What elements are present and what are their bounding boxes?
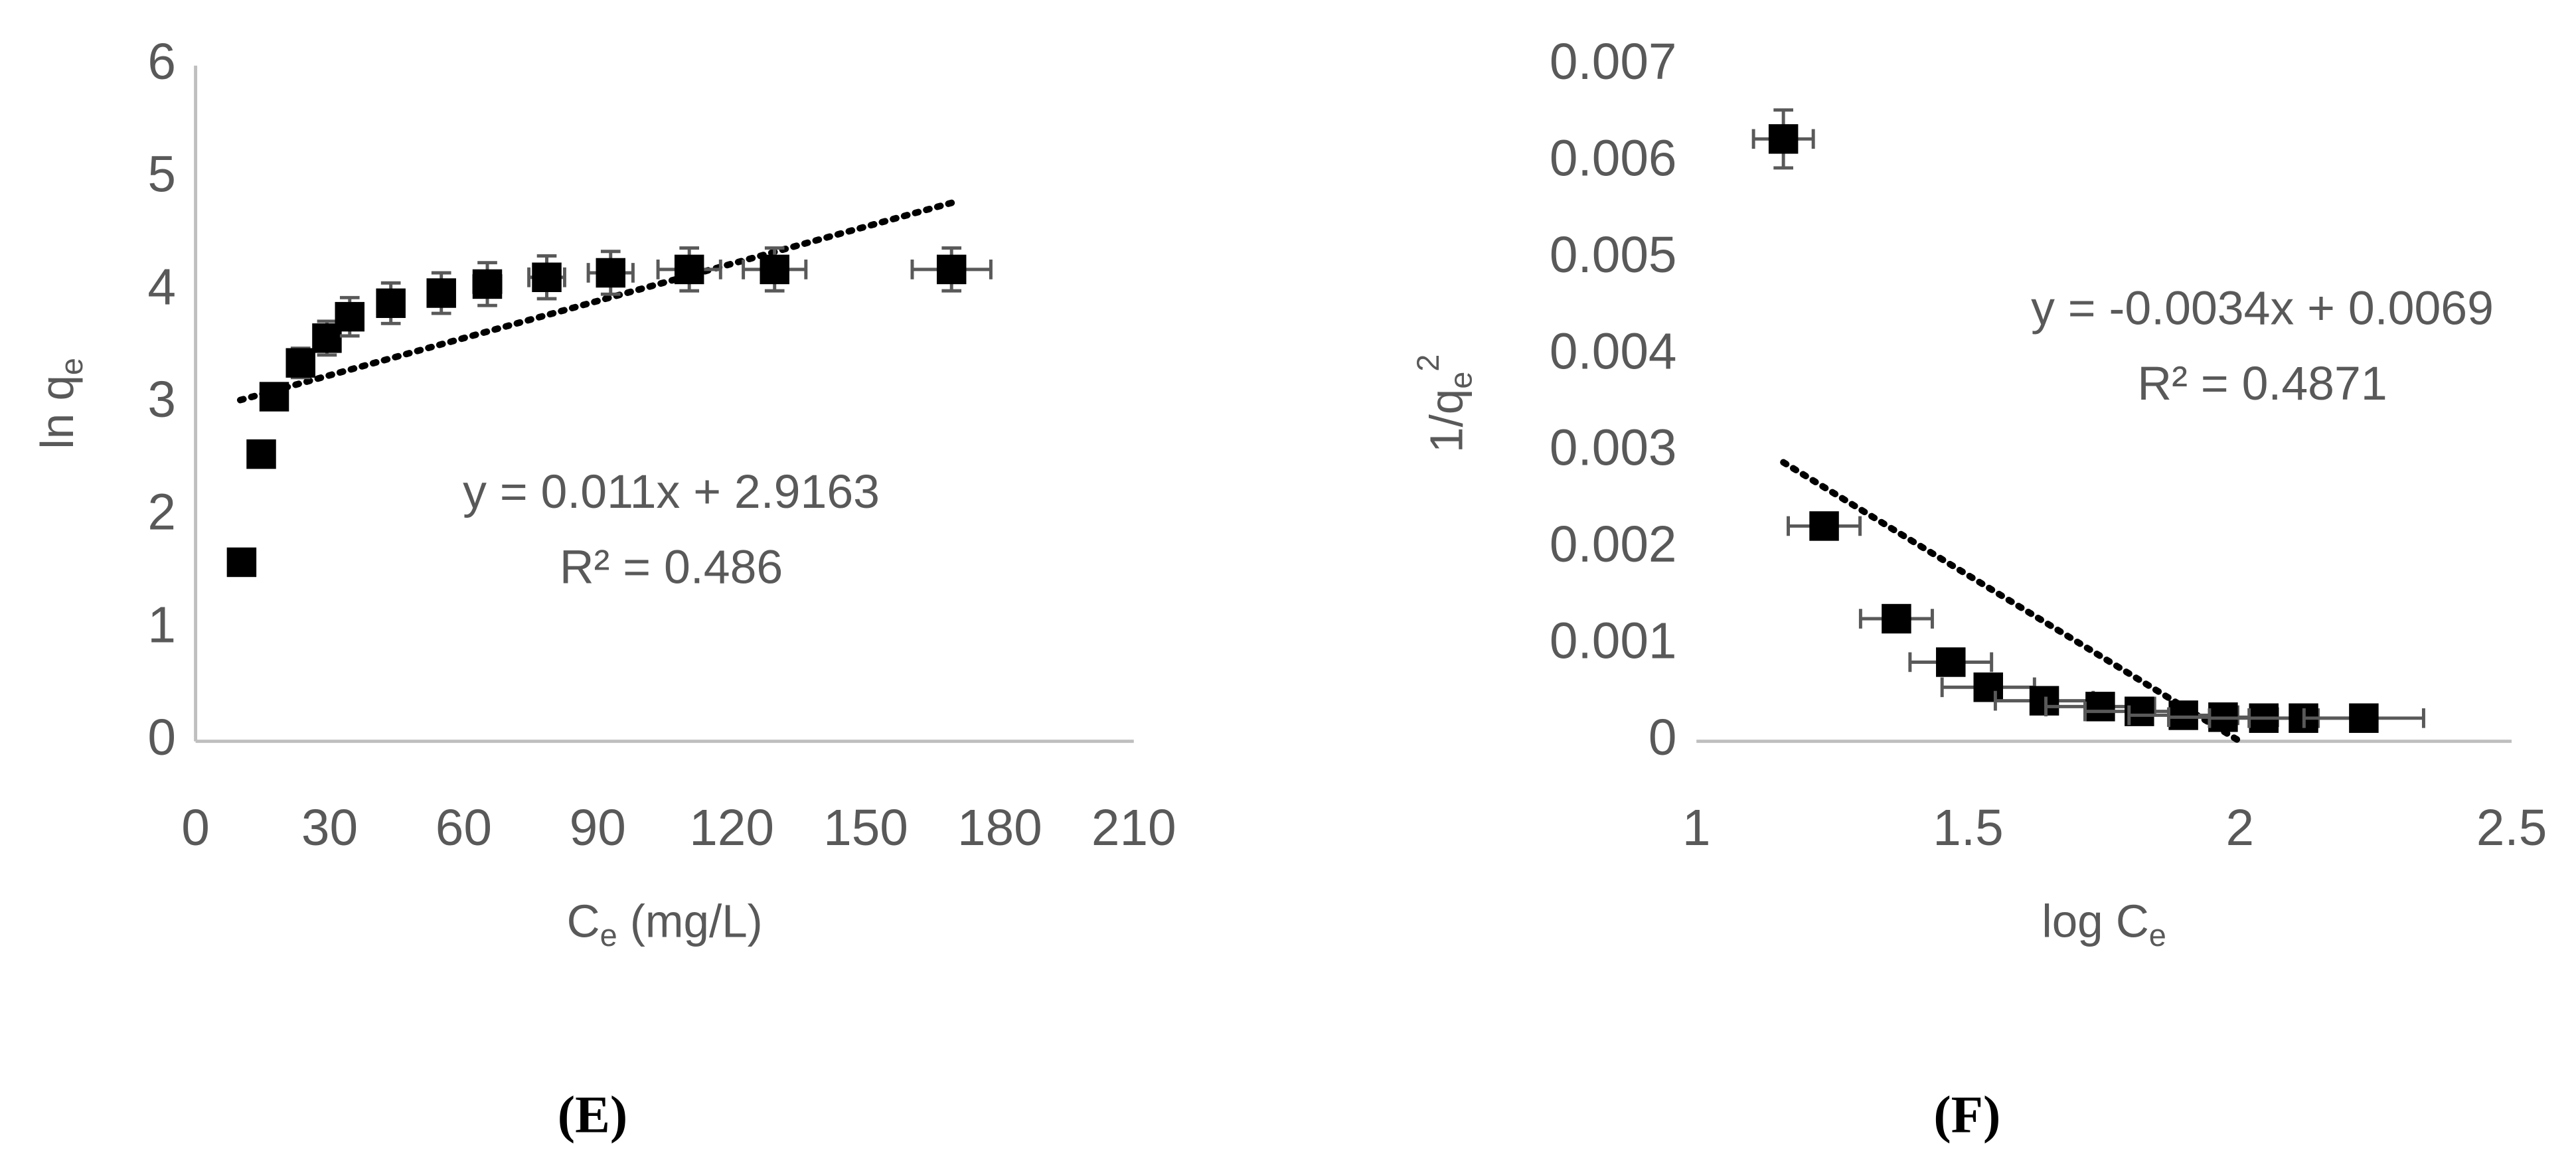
equation-annotation: y = 0.011x + 2.9163 xyxy=(463,465,880,518)
point xyxy=(226,547,257,578)
label-text: log C xyxy=(2042,896,2148,947)
label-subscript: e xyxy=(600,919,617,953)
y-tick-label: 0.006 xyxy=(1550,130,1677,187)
label-text: (mg/L) xyxy=(617,896,763,947)
panel-label: (E) xyxy=(558,1087,627,1144)
point xyxy=(1936,647,1966,677)
y-tick-label: 4 xyxy=(147,259,176,315)
equation-annotation: R² = 0.4871 xyxy=(2137,357,2387,410)
label-subscript: e xyxy=(1444,372,1479,389)
point xyxy=(472,269,503,299)
x-tick-label: 120 xyxy=(689,800,774,856)
y-tick-label: 0 xyxy=(147,710,176,766)
point xyxy=(674,254,704,285)
trendline xyxy=(236,198,959,404)
point xyxy=(2349,703,2379,734)
y-tick-label: 2 xyxy=(147,485,176,541)
label-text: C xyxy=(567,896,600,947)
equation-annotation: R² = 0.486 xyxy=(560,541,783,594)
point xyxy=(936,254,967,285)
y-tick-label: 3 xyxy=(147,372,176,428)
x-axis-label: log Ce xyxy=(2042,896,2166,953)
x-tick-label: 150 xyxy=(823,800,908,856)
point xyxy=(285,348,315,378)
x-tick-label: 60 xyxy=(436,800,492,856)
x-axis-label: Ce (mg/L) xyxy=(567,896,763,953)
point xyxy=(1809,511,1839,541)
point xyxy=(376,288,406,319)
point xyxy=(246,439,276,469)
y-tick-label: 0.007 xyxy=(1550,34,1677,90)
point xyxy=(760,254,789,285)
equation-annotation: y = -0.0034x + 0.0069 xyxy=(2031,281,2494,335)
y-axis-label: ln qe xyxy=(31,358,89,449)
y-tick-label: 0.001 xyxy=(1550,613,1677,670)
x-tick-label: 1.5 xyxy=(1933,800,2003,856)
label-text: 1/q xyxy=(1421,389,1473,453)
point xyxy=(335,301,364,332)
y-tick-label: 0 xyxy=(1649,710,1677,766)
point xyxy=(532,262,562,292)
point xyxy=(1882,603,1911,634)
point xyxy=(596,258,625,288)
x-tick-label: 0 xyxy=(181,800,210,856)
panel-label: (F) xyxy=(1933,1087,2000,1144)
y-axis-label: 1/qe2 xyxy=(1411,354,1478,453)
trendline xyxy=(1780,459,2243,745)
y-tick-label: 0.005 xyxy=(1550,227,1677,283)
label-superscript: 2 xyxy=(1411,354,1445,372)
label-subscript: e xyxy=(2149,919,2166,953)
x-tick-label: 90 xyxy=(570,800,626,856)
y-tick-label: 0.004 xyxy=(1550,323,1677,380)
point xyxy=(259,382,289,412)
label-subscript: e xyxy=(54,358,89,375)
y-tick-label: 5 xyxy=(147,147,176,203)
y-tick-label: 0.002 xyxy=(1550,516,1677,573)
point xyxy=(426,278,456,308)
point xyxy=(1768,124,1799,154)
y-tick-label: 1 xyxy=(147,597,176,653)
y-tick-label: 6 xyxy=(147,34,176,90)
x-tick-label: 2.5 xyxy=(2476,800,2547,856)
x-tick-label: 30 xyxy=(301,800,358,856)
label-text: ln q xyxy=(31,375,83,449)
x-tick-label: 2 xyxy=(2225,800,2254,856)
x-tick-label: 210 xyxy=(1091,800,1176,856)
x-tick-label: 180 xyxy=(957,800,1042,856)
x-tick-label: 1 xyxy=(1682,800,1711,856)
point xyxy=(2085,692,2115,722)
y-tick-label: 0.003 xyxy=(1550,420,1677,477)
point xyxy=(2168,700,2198,730)
point xyxy=(1973,672,2003,702)
